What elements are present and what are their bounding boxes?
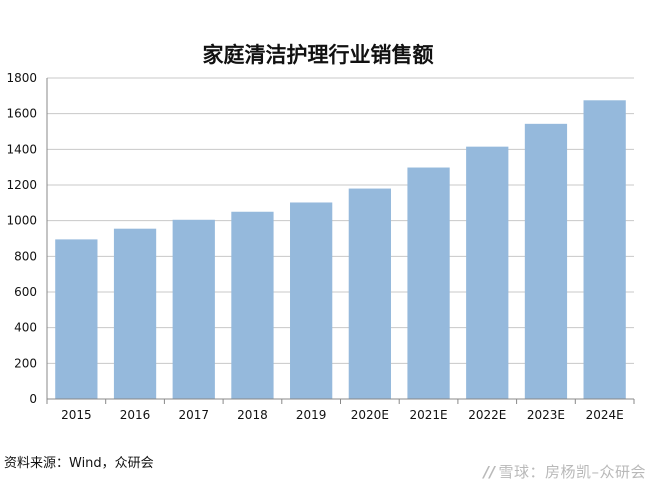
x-tick-label: 2022E xyxy=(468,408,506,422)
x-tick-label: 2024E xyxy=(586,408,624,422)
y-tick-label: 1400 xyxy=(6,142,37,156)
x-tick-label: 2023E xyxy=(527,408,565,422)
y-tick-label: 600 xyxy=(14,285,37,299)
chart-title: 家庭清洁护理行业销售额 xyxy=(203,43,434,67)
bar-chart: 家庭清洁护理行业销售额 0 200 400 600 800 1000 1200 1400 160… xyxy=(6,43,635,422)
y-tick-label: 1200 xyxy=(6,178,37,192)
bar xyxy=(407,167,450,399)
y-tick-label: 1600 xyxy=(6,107,37,121)
x-tick-label: 2017 xyxy=(178,408,209,422)
y-tick-label: 1800 xyxy=(6,71,37,85)
bar-series xyxy=(55,100,626,400)
x-tick-label: 2018 xyxy=(237,408,268,422)
bar xyxy=(348,188,391,399)
x-tick-label: 2015 xyxy=(61,408,92,422)
x-tick-label: 2016 xyxy=(120,408,151,422)
bar xyxy=(583,100,626,400)
bar xyxy=(55,239,98,399)
y-tick-label: 200 xyxy=(14,356,37,370)
x-tick-labels: 2015 2016 2017 2018 2019 2020E 2021E 2022E 2023E… xyxy=(61,408,624,422)
y-tick-label: 400 xyxy=(14,321,37,335)
axes xyxy=(46,78,635,404)
x-tick-label: 2021E xyxy=(409,408,447,422)
snowball-logo-icon: // xyxy=(483,463,496,481)
bar xyxy=(172,219,215,399)
bar xyxy=(290,202,333,399)
watermark-text: 雪球：房杨凯–众研会 xyxy=(498,463,646,481)
y-tick-label: 1000 xyxy=(6,214,37,228)
y-tick-labels: 0 200 400 600 800 1000 1200 1400 1600 1800 xyxy=(6,71,37,406)
bar xyxy=(231,211,274,399)
source-note: 资料来源：Wind，众研会 xyxy=(4,456,154,471)
bar xyxy=(466,146,509,399)
bar xyxy=(524,123,568,399)
y-tick-label: 800 xyxy=(14,249,37,263)
bar xyxy=(113,228,157,399)
x-tick-label: 2019 xyxy=(296,408,327,422)
watermark: //雪球：房杨凯–众研会 xyxy=(484,461,646,482)
x-tick-label: 2020E xyxy=(351,408,389,422)
y-tick-label: 0 xyxy=(29,392,37,406)
